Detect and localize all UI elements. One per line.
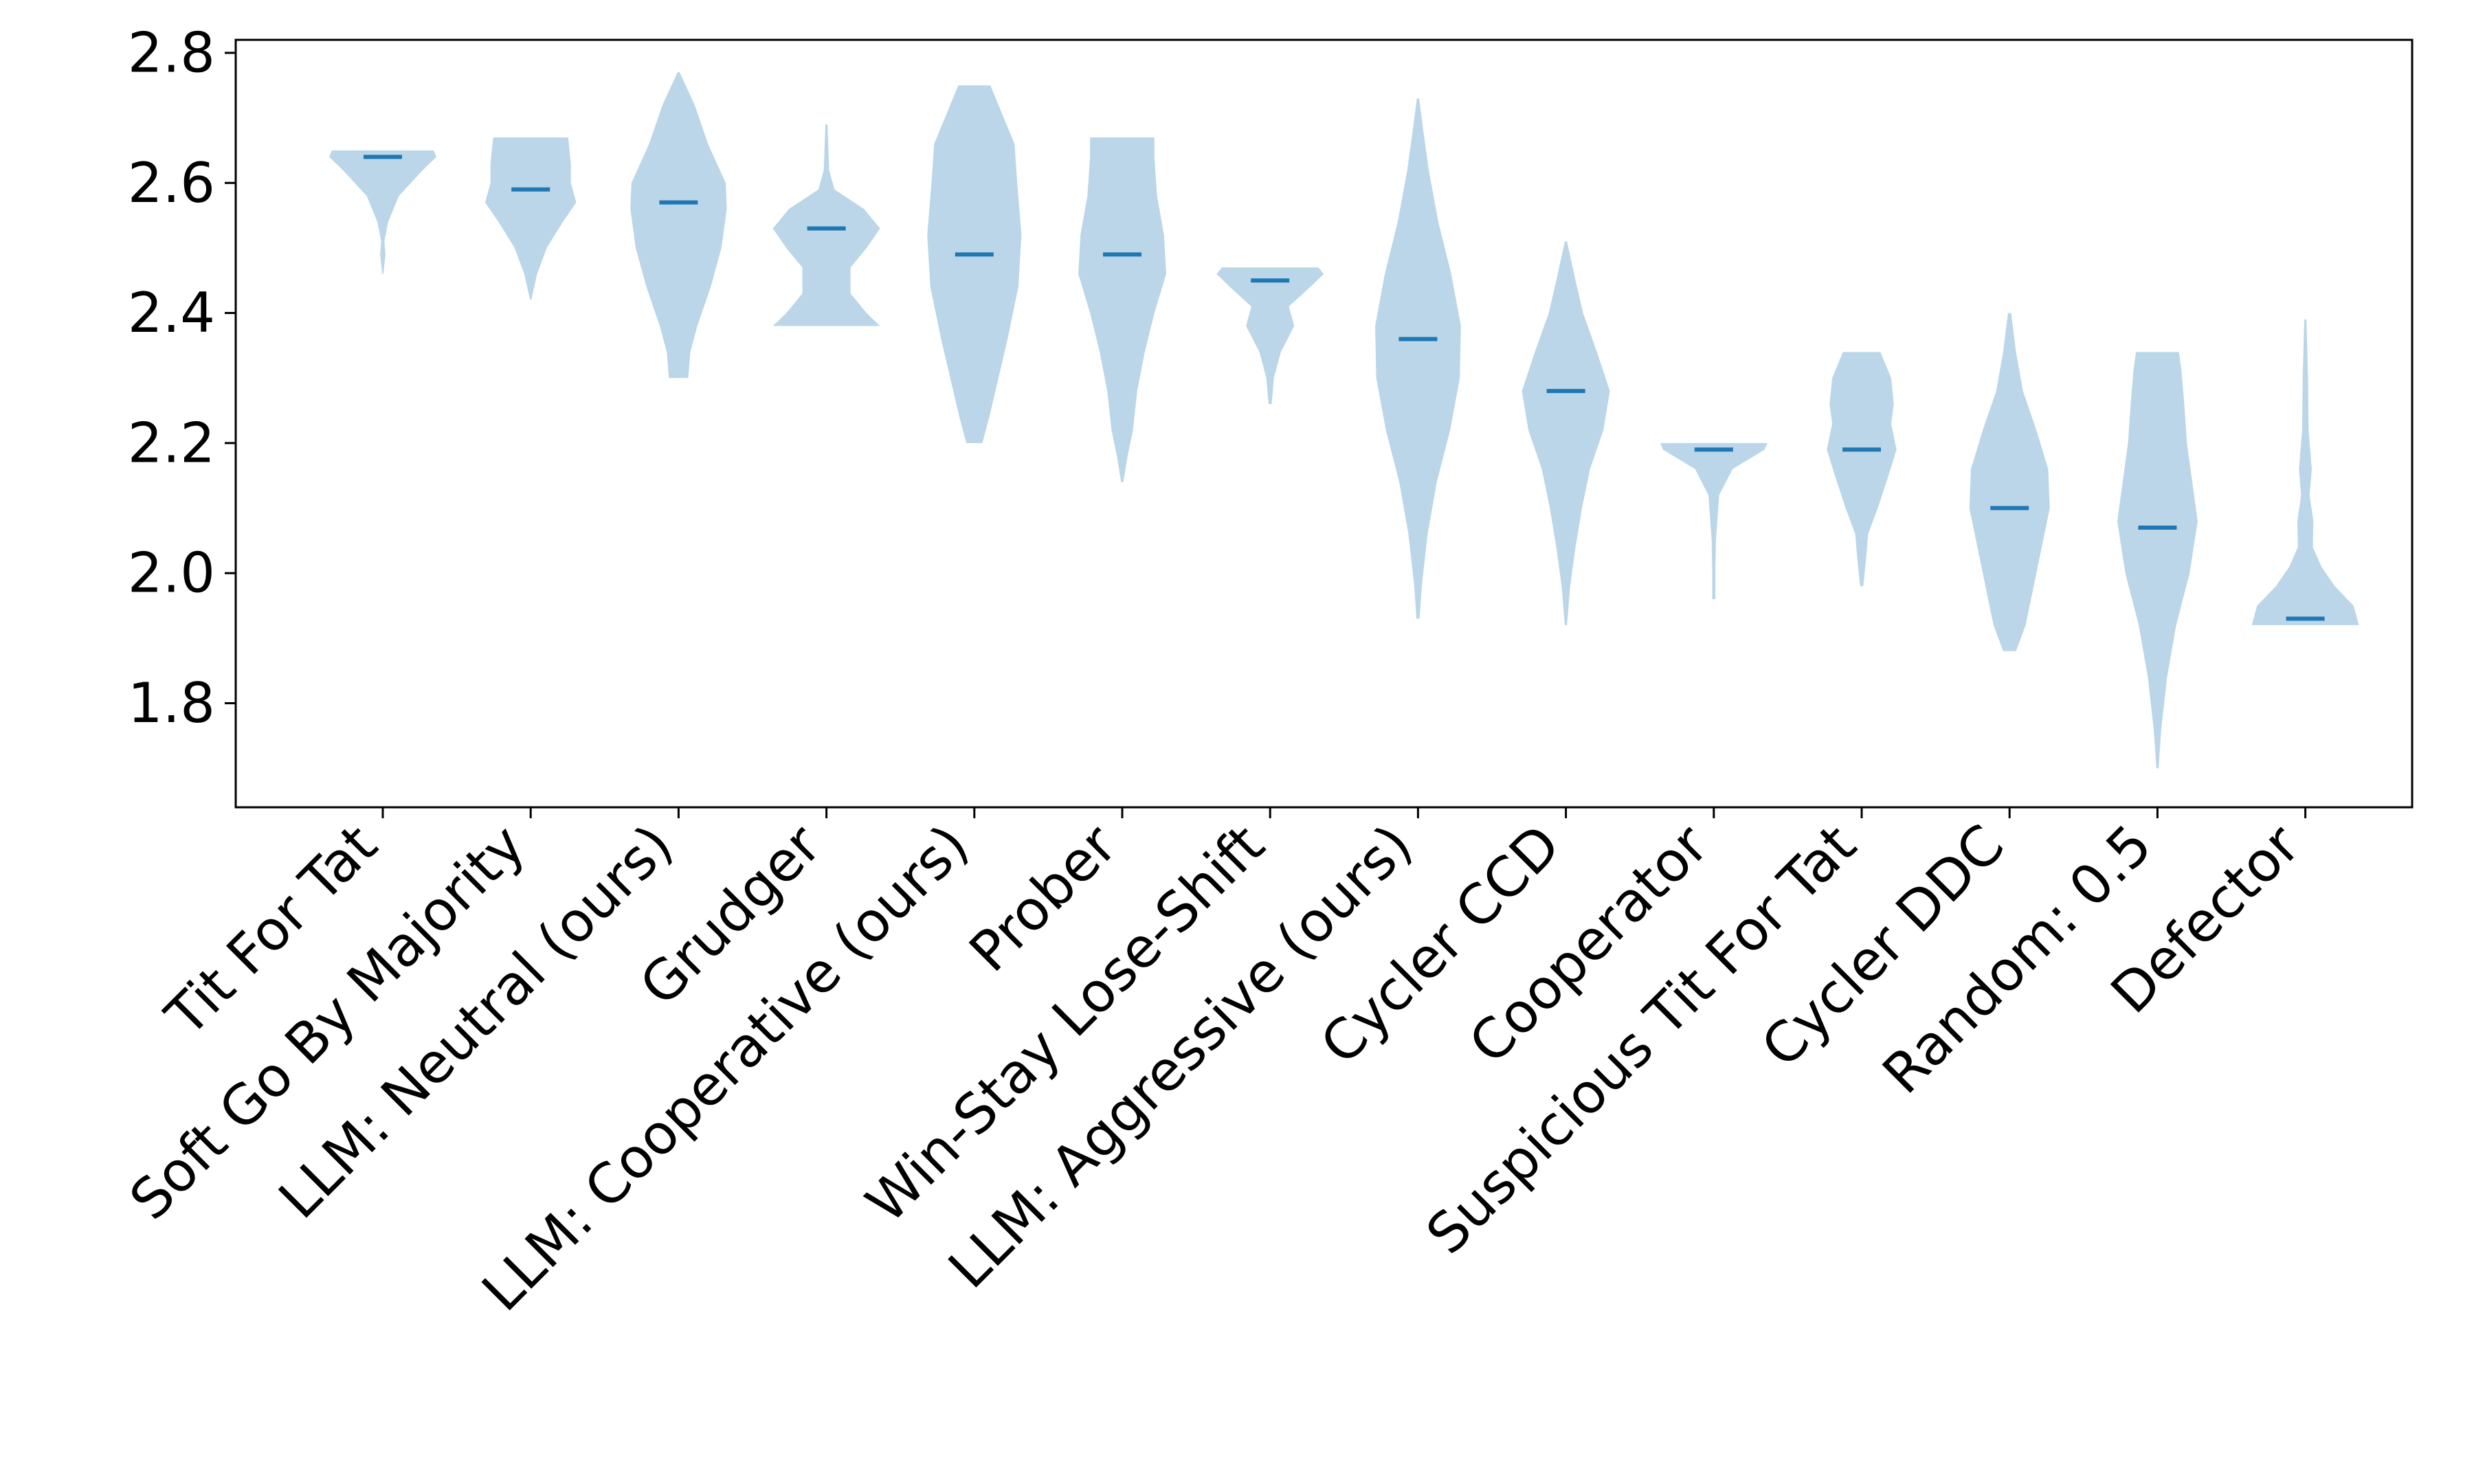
violin-grudger: [772, 124, 880, 326]
y-tick-label-2-2: 2.2: [128, 411, 215, 475]
violin-cycler-ccd: [1522, 241, 1610, 625]
violin-random-0-5: [2117, 352, 2198, 769]
violin-llm-cooperative-ours: [927, 85, 1022, 443]
violin-suspicious-tit-for-tat: [1827, 352, 1897, 587]
violin-llm-aggressive-ours: [1375, 98, 1461, 619]
violin-defector: [2251, 319, 2359, 625]
y-tick-label-1-8: 1.8: [128, 671, 215, 735]
median-markers: [364, 155, 2325, 621]
violin-prober: [1078, 137, 1166, 482]
violin-bodies: [329, 72, 2359, 769]
y-tick-label-2-8: 2.8: [128, 21, 215, 85]
violin-cycler-ddc: [1969, 313, 2050, 651]
violin-win-stay-lose-shift: [1216, 267, 1324, 405]
y-axis: 1.8 2.0 2.2 2.4 2.6 2.8: [128, 21, 236, 735]
violin-llm-neutral-ours: [630, 72, 727, 379]
violin-soft-go-by-majority: [484, 137, 577, 300]
y-tick-label-2-6: 2.6: [128, 151, 215, 215]
violin-cooperator: [1660, 442, 1768, 600]
y-tick-label-2-0: 2.0: [128, 541, 215, 605]
y-tick-label-2-4: 2.4: [128, 281, 215, 345]
plot-frame: [234, 38, 2414, 809]
violin-tit-for-tat: [329, 150, 436, 274]
